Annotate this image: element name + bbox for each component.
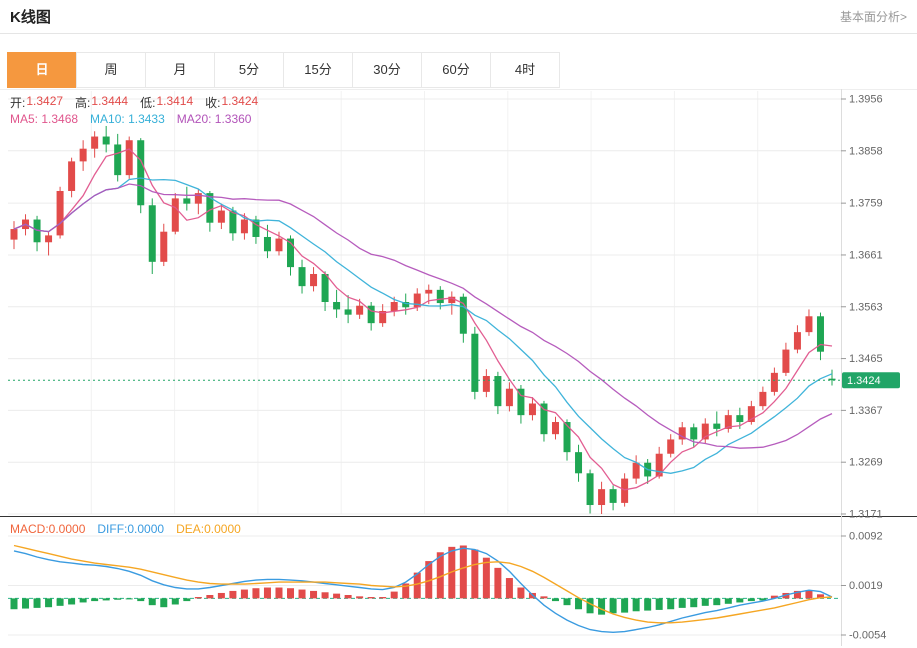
tab-3[interactable]: 月 xyxy=(145,52,215,88)
svg-text:1.3759: 1.3759 xyxy=(849,198,883,210)
ma5-line xyxy=(13,148,833,491)
svg-text:0.0019: 0.0019 xyxy=(849,580,883,592)
svg-text:1.3563: 1.3563 xyxy=(849,301,883,313)
candles xyxy=(10,125,836,514)
svg-text:1.3956: 1.3956 xyxy=(849,94,883,106)
tab-2[interactable]: 周 xyxy=(76,52,146,88)
tab-6[interactable]: 30分 xyxy=(352,52,422,88)
svg-text:1.3465: 1.3465 xyxy=(849,353,883,365)
macd-histogram xyxy=(10,545,824,615)
tab-4[interactable]: 5分 xyxy=(214,52,284,88)
svg-text:1.3367: 1.3367 xyxy=(849,405,883,417)
ma20-line xyxy=(13,183,833,449)
tab-5[interactable]: 15分 xyxy=(283,52,353,88)
ma10-line xyxy=(13,177,833,474)
tab-8[interactable]: 4时 xyxy=(490,52,560,88)
svg-text:1.3424: 1.3424 xyxy=(847,375,881,387)
current-price-tag: 1.3424 xyxy=(842,372,900,389)
svg-text:1.3858: 1.3858 xyxy=(849,145,883,157)
kline-chart: 1.3424 1.3956 1.3858 1.3759 1.3661 1.3563 1.34… xyxy=(0,89,917,646)
svg-text:1.3171: 1.3171 xyxy=(849,509,883,521)
svg-text:-0.0054: -0.0054 xyxy=(849,630,886,642)
tab-1[interactable]: 日 xyxy=(7,52,77,88)
svg-text:0.0092: 0.0092 xyxy=(849,531,883,543)
page-title: K线图 xyxy=(10,9,51,26)
page-header: K线图 基本面分析> xyxy=(0,0,917,34)
fundamental-analysis-link[interactable]: 基本面分析> xyxy=(839,10,907,24)
timeframe-tabs: 日周月 5分 15分 30分 60分 4时 xyxy=(7,52,917,88)
tab-7[interactable]: 60分 xyxy=(421,52,491,88)
y-axis: 1.3956 1.3858 1.3759 1.3661 1.3563 1.3465 1.33… xyxy=(841,89,886,646)
diff-line xyxy=(13,547,833,634)
grid-lines xyxy=(0,89,917,636)
svg-text:1.3661: 1.3661 xyxy=(849,249,883,261)
dea-line xyxy=(13,544,833,624)
kline-chart-canvas[interactable]: 1.3424 1.3956 1.3858 1.3759 1.3661 1.3563 1.34… xyxy=(0,89,917,646)
svg-text:1.3269: 1.3269 xyxy=(849,457,883,469)
